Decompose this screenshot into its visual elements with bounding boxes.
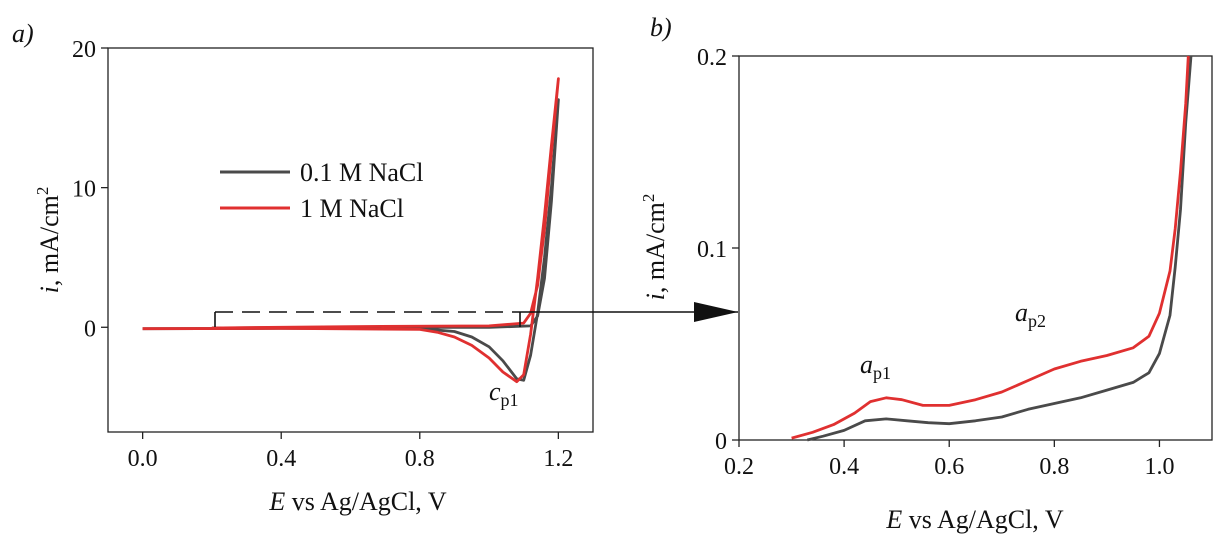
panel-a-ytick-label: 20 — [72, 37, 96, 63]
panel-a-axes — [107, 47, 594, 433]
panel-a-series — [142, 77, 560, 384]
panel-b-label: b) — [650, 13, 672, 42]
annotation-ap1: ap1 — [860, 350, 891, 383]
panel-b-ytick-label: 0.1 — [697, 237, 727, 263]
panel-a-frame — [107, 47, 594, 433]
panel-b-ytick-label: 0 — [715, 429, 727, 455]
panel-a-ticks: 0.0 0.4 0.8 1.2 0 10 20 — [72, 37, 573, 472]
legend-label-1M: 1 M NaCl — [300, 194, 404, 223]
zoom-region-box — [214, 311, 521, 327]
panel-b-xtick-label: 1.0 — [1144, 454, 1174, 480]
panel-a-ylabel: i, mA/cm2 — [33, 187, 64, 294]
panel-b-ylabel: i, mA/cm2 — [639, 194, 670, 301]
panel-b-ytick-label: 0.2 — [697, 45, 727, 71]
legend-label-0.1M: 0.1 M NaCl — [300, 158, 424, 187]
panel-a-ytick-label: 0 — [84, 316, 96, 342]
legend: 0.1 M NaCl 1 M NaCl — [220, 158, 424, 223]
panel-b-series-0.1M — [806, 55, 1193, 442]
panel-b-ticks: 0.2 0.4 0.6 0.8 1.0 0 0.1 0.2 — [697, 45, 1174, 480]
panel-b-xtick-label: 0.6 — [934, 454, 964, 480]
panel-a-xtick-label: 0.0 — [128, 446, 158, 472]
panel-a-xtick-label: 0.4 — [266, 446, 296, 472]
annotation-cp1: cp1 — [489, 377, 519, 410]
panel-a-xlabel: E vs Ag/AgCl, V — [268, 487, 446, 516]
panel-a: a) 0.0 0.4 0.8 1.2 0 10 20 0.1 M NaCl 1 M NaCl… — [12, 19, 594, 516]
panel-b-axes — [738, 55, 1213, 441]
panel-b-xlabel: E vs Ag/AgCl, V — [885, 505, 1063, 534]
panel-b-xtick-label: 0.4 — [829, 454, 859, 480]
panel-b: b) 0.2 0.4 0.6 0.8 1.0 0 0.1 0.2 ap1 ap2 E vs A… — [639, 13, 1213, 534]
panel-a-ytick-label: 10 — [72, 177, 96, 203]
panel-b-xtick-label: 0.8 — [1039, 454, 1069, 480]
annotation-ap2: ap2 — [1015, 298, 1046, 331]
panel-b-frame — [738, 55, 1213, 441]
panel-a-label: a) — [12, 19, 34, 48]
panel-b-series-1M — [791, 55, 1190, 440]
panel-b-xtick-label: 0.2 — [724, 454, 754, 480]
panel-a-xtick-label: 0.8 — [405, 446, 435, 472]
panel-a-series-0.1M — [142, 98, 560, 382]
panel-a-series-1M — [142, 77, 560, 384]
panel-b-series — [791, 55, 1193, 442]
panel-a-xtick-label: 1.2 — [543, 446, 573, 472]
